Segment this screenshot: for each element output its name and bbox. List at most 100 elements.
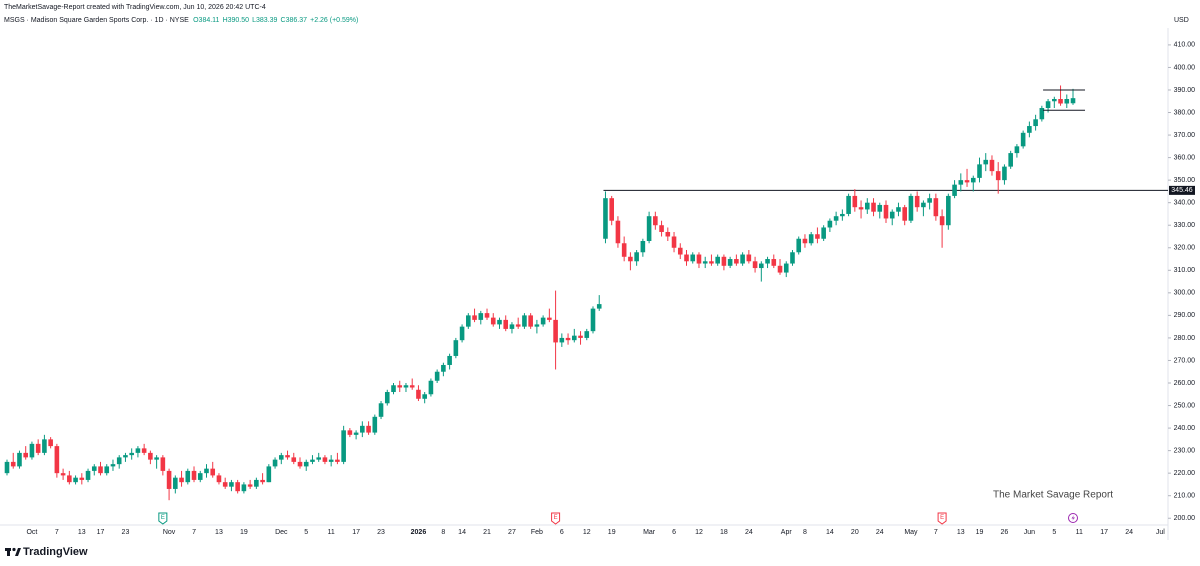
candle-body <box>1020 132 1026 147</box>
candle-body <box>422 394 427 399</box>
x-tick-label: 12 <box>695 529 703 536</box>
candle-body <box>10 461 16 467</box>
x-tick-label: 13 <box>957 529 965 536</box>
candle-body <box>229 482 234 487</box>
candle-body <box>715 256 720 264</box>
candle-body <box>559 337 565 343</box>
x-tick-label: 26 <box>1001 529 1009 536</box>
candle-body <box>347 430 353 435</box>
candle-body <box>403 385 409 388</box>
candle-body <box>864 202 870 210</box>
candle-body <box>453 340 459 356</box>
x-tick-label: 24 <box>745 529 753 536</box>
candle-body <box>247 484 253 487</box>
candle-body <box>721 256 727 266</box>
candle-body <box>85 470 91 480</box>
candle-body <box>73 477 78 483</box>
candle-body <box>67 475 72 483</box>
candle-body <box>565 337 571 341</box>
x-tick-label: 21 <box>483 529 491 536</box>
x-tick-label: 11 <box>328 529 335 536</box>
candle-body <box>1033 119 1038 127</box>
x-tick-label: May <box>904 529 918 536</box>
candle-body <box>254 479 259 487</box>
x-tick-label: Oct <box>26 529 37 536</box>
candle-body <box>384 392 390 404</box>
candle-body <box>29 443 35 458</box>
candle-body <box>977 164 982 178</box>
x-tick-label: 19 <box>976 529 984 536</box>
candle-body <box>459 326 465 341</box>
candle-body <box>372 416 378 433</box>
candle-body <box>1002 166 1007 181</box>
x-tick-label: 7 <box>192 529 196 536</box>
candle-body <box>871 202 876 212</box>
candle-body <box>858 207 864 210</box>
candle-body <box>42 439 47 453</box>
candle-body <box>285 455 290 458</box>
candle-body <box>896 207 901 212</box>
candle-body <box>391 385 396 393</box>
candle-body <box>752 261 758 269</box>
candle-body <box>110 464 116 467</box>
symbol: MSGS · Madison Square Garden Sports Corp… <box>4 17 189 24</box>
candle-body <box>615 220 621 244</box>
candle-body <box>946 195 951 226</box>
candle-body <box>534 324 540 327</box>
candle-body <box>746 254 752 262</box>
candle-body <box>141 448 147 453</box>
candle-body <box>659 225 664 232</box>
candle-body <box>684 254 689 262</box>
y-tick-label: 260.00 <box>1174 380 1196 387</box>
candle-body <box>709 261 714 264</box>
candle-body <box>609 198 614 221</box>
candle-body <box>160 457 166 471</box>
candle-body <box>397 385 403 388</box>
candle-body <box>291 457 297 462</box>
candle-body <box>727 259 733 266</box>
candle-body <box>1070 98 1076 104</box>
earnings-marker <box>158 512 168 525</box>
candle-body <box>1064 99 1070 104</box>
x-tick-label: 5 <box>304 529 308 536</box>
logo-text: TradingView <box>23 546 88 558</box>
candle-body <box>877 204 883 212</box>
x-tick-label: 23 <box>377 529 385 536</box>
y-tick-label: 310.00 <box>1174 267 1196 274</box>
credit: TheMarketSavage-Report created with Trad… <box>4 4 266 11</box>
y-tick-label: 380.00 <box>1174 109 1196 116</box>
y-tick-label: 250.00 <box>1174 402 1196 409</box>
candle-body <box>827 220 833 228</box>
candle-body <box>447 355 452 365</box>
candle-body <box>484 313 490 318</box>
candle-body <box>54 446 60 474</box>
x-tick-label: Nov <box>163 529 176 536</box>
ohlc-legend: C386.37 <box>281 17 308 24</box>
candle-body <box>596 304 602 309</box>
candle-body <box>696 254 702 264</box>
candle-body <box>653 216 658 226</box>
candle-body <box>316 457 321 460</box>
earnings-marker <box>551 512 561 525</box>
candle-body <box>60 473 66 476</box>
candle-body <box>777 265 783 273</box>
candle-body <box>671 236 677 248</box>
candle-body <box>216 475 222 483</box>
earnings-label: E <box>940 515 944 521</box>
candle-body <box>79 477 85 480</box>
candle-body <box>266 466 272 483</box>
y-tick-label: 270.00 <box>1174 357 1196 364</box>
candle-body <box>98 466 103 474</box>
candle-body <box>796 238 802 253</box>
y-tick-label: 220.00 <box>1174 470 1196 477</box>
candle-body <box>952 184 957 196</box>
x-tick-label: 6 <box>560 529 564 536</box>
x-tick-label: Jul <box>1156 529 1165 536</box>
level-label: 345.46 <box>1171 187 1193 194</box>
candle-body <box>497 319 502 325</box>
candle-body <box>503 319 509 329</box>
x-tick-label: 7 <box>55 529 59 536</box>
level-label-box <box>1169 185 1195 195</box>
candle-body <box>908 195 914 221</box>
candle-body <box>173 477 178 489</box>
